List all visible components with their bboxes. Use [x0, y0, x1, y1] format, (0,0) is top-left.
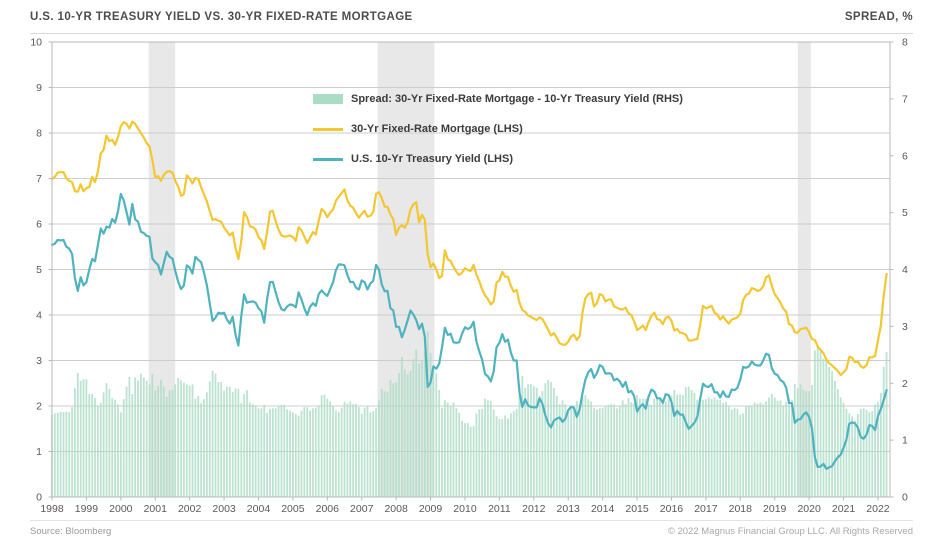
legend-label: U.S. 10-Yr Treasury Yield (LHS): [351, 153, 514, 165]
svg-text:3: 3: [36, 355, 42, 367]
svg-text:2009: 2009: [419, 503, 443, 515]
svg-text:6: 6: [902, 150, 908, 162]
svg-text:5: 5: [902, 207, 908, 219]
svg-text:2020: 2020: [797, 503, 821, 515]
svg-text:7: 7: [36, 173, 42, 185]
svg-text:2017: 2017: [694, 503, 718, 515]
treasury-line-swatch-icon: [313, 157, 343, 161]
svg-text:2006: 2006: [316, 503, 340, 515]
svg-text:2013: 2013: [557, 503, 581, 515]
x-axis-labels: 1998 1999 2000 2001 2002 2003 2004 2005 2006 2007…: [40, 503, 889, 515]
left-axis-labels: 0 1 2 3 4 5 6 7 8 9 10: [30, 37, 42, 504]
svg-text:2001: 2001: [144, 503, 168, 515]
svg-text:3: 3: [902, 321, 908, 333]
svg-text:8: 8: [36, 128, 42, 140]
footer-divider: [30, 520, 913, 521]
right-axis-labels: 0 1 2 3 4 5 6 7 8: [902, 37, 908, 504]
page-title: U.S. 10-YR TREASURY YIELD VS. 30-YR FIXE…: [30, 11, 413, 23]
svg-text:2: 2: [36, 401, 42, 413]
legend-label: 30-Yr Fixed-Rate Mortgage (LHS): [351, 123, 523, 135]
svg-text:2000: 2000: [109, 503, 133, 515]
svg-text:9: 9: [36, 82, 42, 94]
svg-text:2015: 2015: [625, 503, 649, 515]
treasury-line: [50, 192, 888, 470]
svg-text:2010: 2010: [453, 503, 477, 515]
svg-text:1: 1: [902, 435, 908, 447]
svg-text:2012: 2012: [522, 503, 546, 515]
svg-text:2022: 2022: [866, 503, 890, 515]
svg-text:2: 2: [902, 378, 908, 390]
svg-text:6: 6: [36, 219, 42, 231]
legend-item-treasury: U.S. 10-Yr Treasury Yield (LHS): [313, 144, 683, 174]
chart-legend: Spread: 30-Yr Fixed-Rate Mortgage - 10-Y…: [313, 84, 683, 174]
mortgage-line: [50, 120, 888, 377]
svg-text:5: 5: [36, 264, 42, 276]
mortgage-line-swatch-icon: [313, 127, 343, 131]
svg-text:2016: 2016: [660, 503, 684, 515]
svg-text:1: 1: [36, 446, 42, 458]
svg-text:2008: 2008: [384, 503, 408, 515]
svg-text:4: 4: [36, 310, 42, 322]
svg-text:2019: 2019: [763, 503, 787, 515]
svg-text:2014: 2014: [591, 503, 615, 515]
svg-text:2007: 2007: [350, 503, 374, 515]
svg-text:0: 0: [36, 492, 42, 504]
svg-text:1998: 1998: [40, 503, 64, 515]
axis-ticks: [48, 41, 894, 501]
svg-text:2018: 2018: [729, 503, 753, 515]
legend-label: Spread: 30-Yr Fixed-Rate Mortgage - 10-Y…: [351, 93, 683, 105]
svg-text:10: 10: [30, 37, 42, 49]
svg-text:4: 4: [902, 264, 908, 276]
svg-text:2011: 2011: [488, 503, 511, 515]
copyright-note: © 2022 Magnus Financial Group LLC. All R…: [667, 526, 913, 537]
svg-text:2021: 2021: [832, 503, 856, 515]
svg-text:7: 7: [902, 93, 908, 105]
spread-bars: [51, 331, 888, 498]
svg-text:8: 8: [902, 37, 908, 49]
legend-item-mortgage: 30-Yr Fixed-Rate Mortgage (LHS): [313, 114, 683, 144]
svg-text:2004: 2004: [247, 503, 271, 515]
svg-text:0: 0: [902, 492, 908, 504]
svg-text:2002: 2002: [178, 503, 202, 515]
source-note: Source: Bloomberg: [30, 526, 112, 537]
svg-text:1999: 1999: [75, 503, 99, 515]
right-axis-title: SPREAD, %: [844, 11, 913, 23]
legend-item-spread: Spread: 30-Yr Fixed-Rate Mortgage - 10-Y…: [313, 84, 683, 114]
svg-text:2003: 2003: [212, 503, 236, 515]
header-divider: [30, 33, 913, 34]
spread-swatch-icon: [313, 94, 343, 104]
svg-text:2005: 2005: [281, 503, 305, 515]
